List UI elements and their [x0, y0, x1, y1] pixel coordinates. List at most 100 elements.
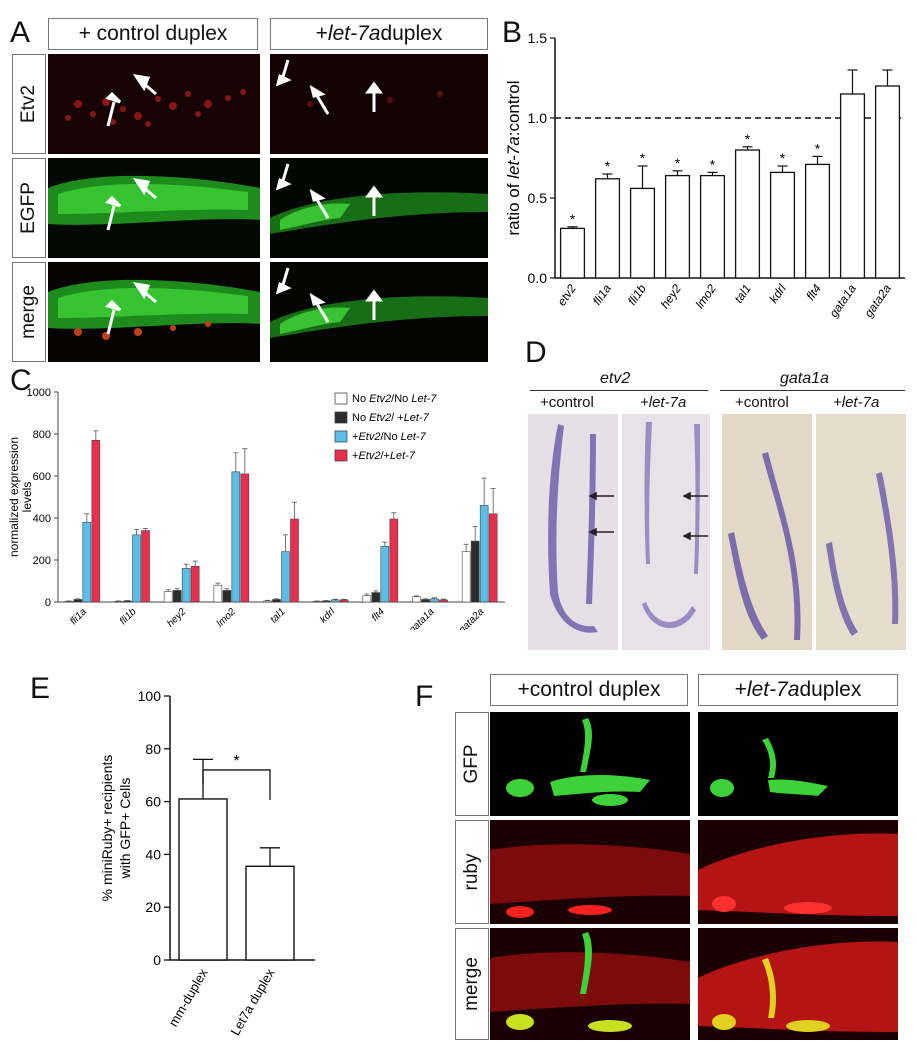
bar [82, 521, 92, 603]
panel-a-row-label-etv2: Etv2 [12, 54, 46, 154]
x-tick-label: gata2a [861, 281, 894, 319]
panel-d-gata1a-let7a-label: +let-7a [833, 394, 880, 411]
y-tick-label: 100 [138, 688, 162, 704]
legend-label: +Etv2/+Let-7 [352, 450, 416, 462]
bar [290, 518, 299, 603]
bar [804, 163, 831, 279]
bar [263, 600, 272, 603]
bar [339, 599, 349, 603]
panel-f-merge-control-image [490, 928, 690, 1040]
y-tick-label: 400 [33, 513, 51, 525]
bar [172, 590, 182, 603]
y-axis-label: normalized expressionlevels [7, 437, 34, 557]
bar [461, 551, 471, 603]
y-tick-label: 1.5 [528, 30, 548, 46]
chart-e: 0 20 40 60 80 100 mm-duplex Let7a duplex * % mini… [99, 688, 315, 1038]
x-tick-label: Let7a duplex [227, 966, 277, 1038]
bar [181, 568, 191, 603]
bar [73, 599, 83, 603]
x-tick-label: hey2 [165, 606, 188, 629]
panel-f-let7a-header: + let-7a duplex [698, 674, 898, 706]
panel-d-etv2-control-image [528, 414, 618, 650]
x-tick-label: gata1a [826, 281, 859, 319]
header-prefix: + [315, 22, 328, 45]
significance-star: * [570, 211, 576, 227]
bar [470, 540, 480, 603]
significance-star: * [745, 131, 751, 147]
y-tick-label: 600 [33, 471, 51, 483]
panel-f-row-label-ruby: ruby [455, 820, 489, 924]
y-tick-label: 0.5 [528, 190, 548, 206]
bar [874, 85, 901, 279]
panel-a-merge-let7a-image [270, 262, 488, 362]
x-tick-label: etv2 [554, 281, 579, 308]
significance-star: * [675, 155, 681, 171]
legend-swatch [334, 392, 348, 405]
bar [91, 439, 101, 603]
x-tick-label: fli1a [68, 606, 89, 627]
panel-d-gata1a-let7a-image [816, 414, 906, 650]
panel-d-etv2-let7a-label: +let-7a [640, 394, 687, 411]
bar [64, 601, 74, 603]
x-tick-label: kdrl [318, 606, 338, 626]
legend-label: No Etv2/No Let-7 [352, 393, 437, 405]
bar [222, 590, 232, 603]
header-prefix: + [734, 678, 747, 701]
panel-a-egfp-let7a-image [270, 158, 488, 258]
y-tick-label: 800 [33, 429, 51, 441]
x-tick-label: tal1 [268, 606, 287, 625]
panel-label-b: B [502, 16, 523, 49]
x-tick-label: flt4 [803, 281, 824, 302]
bar [321, 600, 331, 603]
y-tick-label: 200 [33, 555, 51, 567]
y-tick-label: 1.0 [528, 110, 548, 126]
y-tick-label: 20 [145, 899, 161, 915]
panel-d-gata1a-rule [720, 390, 905, 391]
y-tick-label: 0 [153, 952, 161, 968]
chart-b: 0.0 0.5 1.0 1.5 * etv2 * fli1a * fli1b * hey2 * lmo2 *… [504, 30, 905, 320]
significance-bracket [202, 769, 271, 800]
bar [839, 93, 866, 279]
panel-f-merge-let7a-image [698, 928, 898, 1040]
panel-d-gata1a-control-image [722, 414, 812, 650]
bar [245, 865, 295, 961]
panel-d-etv2-rule [530, 390, 708, 391]
significance-star: * [710, 156, 716, 172]
x-tick-label: mm-duplex [165, 966, 210, 1030]
bar [664, 174, 691, 279]
bar [439, 599, 448, 603]
legend-swatch [334, 449, 348, 462]
panel-label-f: F [415, 680, 434, 713]
y-tick-label: 80 [145, 741, 161, 757]
bar [132, 534, 141, 603]
bar [114, 601, 123, 603]
header-suffix: duplex [380, 22, 443, 45]
y-tick-label: 60 [145, 794, 161, 810]
bar [312, 601, 322, 603]
panel-label-c: C [10, 364, 32, 397]
x-tick-label: gata1a [407, 606, 437, 630]
legend-swatch [334, 411, 348, 424]
panel-label-e: E [30, 672, 51, 705]
legend-swatch [334, 430, 348, 443]
panel-a-control-header: + control duplex [48, 18, 258, 50]
panel-f-ruby-let7a-image [698, 820, 898, 924]
bar [769, 171, 796, 279]
bar [629, 187, 656, 279]
bar [488, 513, 498, 603]
bar [272, 599, 281, 603]
panel-d-gata1a-control-label: +control [735, 394, 789, 411]
x-tick-label: fli1b [118, 606, 139, 627]
panel-f-gfp-control-image [490, 712, 690, 816]
y-tick-label: 0.0 [528, 270, 548, 286]
bar [421, 599, 430, 603]
significance-star: * [233, 753, 239, 770]
bar [362, 595, 372, 603]
x-tick-label: kdrl [766, 281, 789, 305]
bar [479, 505, 489, 603]
bar [190, 566, 200, 603]
x-tick-label: fli1b [625, 281, 649, 307]
bar [178, 798, 228, 961]
bar [430, 598, 439, 603]
legend-label: No Etv2/ +Let-7 [352, 412, 430, 424]
